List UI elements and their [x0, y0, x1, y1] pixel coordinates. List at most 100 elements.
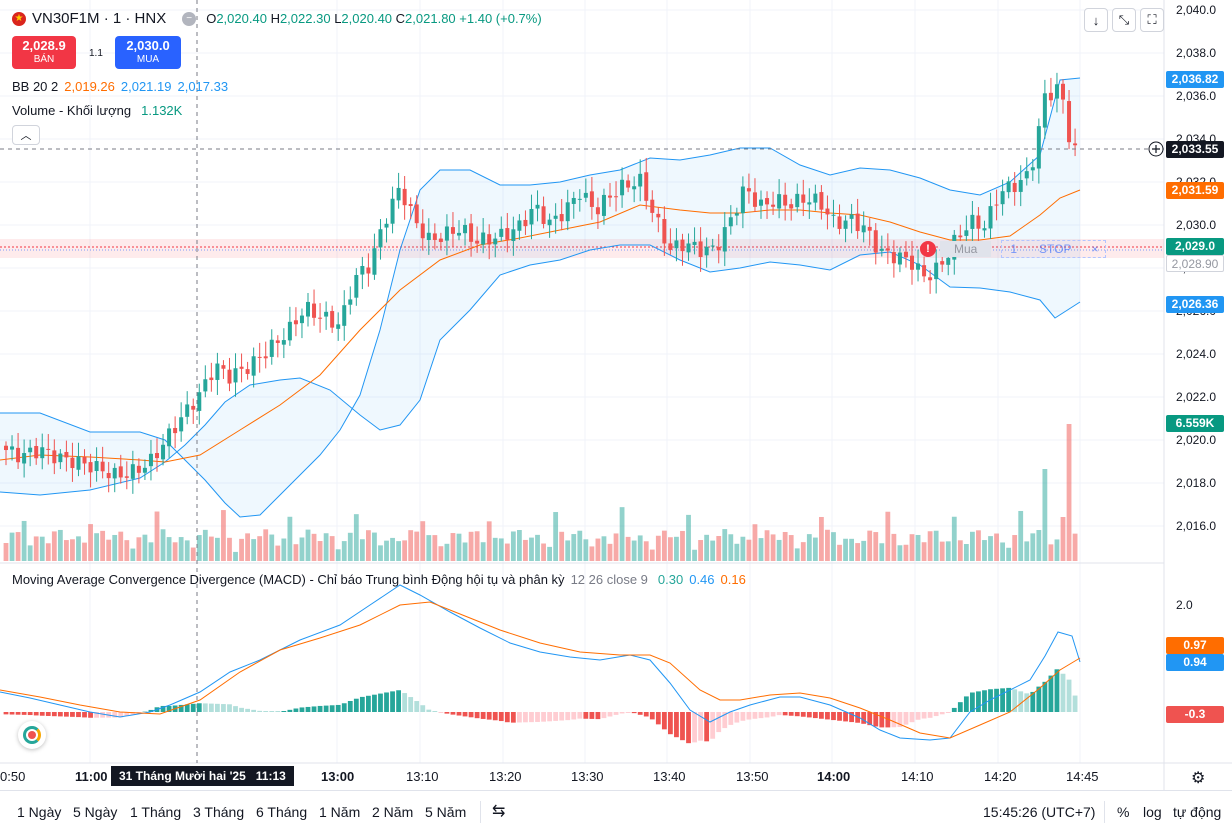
toolbar-divider	[480, 801, 481, 823]
auto-toggle[interactable]: tự động	[1173, 804, 1222, 820]
volume-bar	[879, 543, 885, 561]
candle-body	[934, 262, 939, 280]
candle-body	[487, 234, 492, 245]
percent-toggle[interactable]: %	[1117, 804, 1130, 820]
volume-bar	[1060, 517, 1066, 561]
macd-line	[0, 584, 1081, 741]
macd-hist-bar	[402, 693, 408, 712]
volume-bar	[190, 547, 196, 561]
candle-body	[197, 392, 202, 411]
macd-hist-bar	[408, 697, 414, 712]
range-3m[interactable]: 3 Tháng	[193, 804, 245, 820]
order-line-widget[interactable]: ! Mua 1 STOP ×	[920, 240, 1106, 258]
macd-hist-bar	[776, 712, 782, 716]
candle-body	[946, 257, 951, 265]
order-close-icon[interactable]: ×	[1091, 242, 1099, 256]
time-label: 14:10	[901, 769, 934, 784]
candle-body	[366, 267, 371, 274]
candle-body	[614, 196, 619, 198]
volume-bar	[1000, 542, 1005, 561]
range-1d[interactable]: 1 Ngày	[17, 804, 62, 820]
goto-date-icon[interactable]: ⇆	[492, 803, 506, 820]
range-2y[interactable]: 2 Năm	[372, 804, 414, 820]
candle-body	[650, 199, 655, 213]
macd-hist-bar	[21, 712, 27, 715]
candle-body	[547, 219, 552, 226]
macd-hist-bar	[468, 712, 474, 718]
broker-logo-icon	[23, 726, 41, 744]
range-1m[interactable]: 1 Tháng	[130, 804, 182, 820]
range-1y[interactable]: 1 Năm	[319, 804, 361, 820]
sell-button[interactable]: 2,028.9 BÁN	[12, 36, 76, 69]
time-label: 11:00	[75, 769, 108, 784]
candle-body	[299, 315, 304, 324]
volume-bar	[510, 531, 516, 561]
macd-hist-bar	[746, 712, 752, 720]
range-6m[interactable]: 6 Tháng	[256, 804, 308, 820]
broker-logo[interactable]	[18, 721, 46, 749]
candle-body	[831, 214, 836, 216]
macd-params: 12 26 close 9	[570, 572, 648, 587]
candle-body	[420, 223, 425, 239]
time-label: 13:00	[321, 769, 355, 784]
time-label: 14:00	[817, 769, 851, 784]
candle-body	[88, 462, 93, 473]
volume-legend[interactable]: Volume - Khối lượng 1.132K	[12, 103, 182, 118]
macd-hist-bar	[825, 712, 830, 720]
candle-body	[233, 368, 238, 383]
candle-body	[191, 405, 196, 410]
volume-bar	[45, 543, 51, 561]
clock[interactable]: 15:45:26 (UTC+7)	[983, 804, 1096, 820]
volume-bar	[837, 544, 842, 561]
order-side[interactable]: Mua	[940, 241, 992, 257]
candle-body	[1061, 83, 1065, 100]
macd-hist-bar	[571, 712, 577, 720]
macd-hist-bar	[444, 712, 450, 714]
range-5d[interactable]: 5 Ngày	[73, 804, 118, 820]
candle-body	[505, 228, 510, 240]
order-alert-icon[interactable]: !	[920, 241, 936, 257]
macd-legend[interactable]: Moving Average Convergence Divergence (M…	[12, 572, 746, 587]
volume-bar	[82, 542, 87, 561]
volume-bar	[686, 514, 691, 561]
macd-hist-bar	[384, 692, 389, 712]
arrow-down-icon[interactable]: ↓	[1084, 8, 1108, 32]
volume-bar	[619, 507, 625, 561]
candle-body	[28, 447, 33, 453]
buy-button[interactable]: 2,030.0 MUA	[115, 36, 181, 69]
macd-hist-bar	[118, 712, 124, 718]
bb-legend[interactable]: BB 20 2 2,019.26 2,021.19 2,017.33	[12, 79, 228, 94]
volume-bar	[661, 530, 667, 561]
volume-bar	[535, 534, 540, 561]
macd-line-tag: 0.94	[1166, 654, 1224, 671]
macd-hist-bar	[613, 712, 619, 715]
macd-hist-bar	[897, 712, 903, 728]
volume-bar	[1012, 535, 1018, 561]
macd-hist-bar	[227, 704, 232, 712]
macd-hist-bar	[9, 712, 15, 715]
eye-off-icon[interactable]: −	[182, 11, 197, 26]
volume-bar	[970, 531, 975, 561]
candle-body	[523, 219, 528, 227]
settings-gear-icon[interactable]: ⚙	[1191, 770, 1206, 787]
macd-hist-bar	[800, 712, 806, 717]
price-chart[interactable]	[0, 0, 1232, 790]
order-type[interactable]: STOP	[1039, 242, 1072, 256]
candle-body	[293, 320, 298, 325]
candle-body	[100, 461, 105, 472]
macd-hist-bar	[589, 712, 595, 719]
volume-bar	[698, 540, 703, 561]
order-qty[interactable]: 1	[1010, 242, 1018, 256]
macd-hist-bar	[51, 712, 57, 717]
range-5y[interactable]: 5 Năm	[425, 804, 467, 820]
volume-bar	[257, 536, 263, 561]
collapse-legend-button[interactable]: ︿	[12, 125, 40, 145]
symbol-title[interactable]: VN30F1M · 1 · HNX	[32, 10, 167, 27]
fullscreen-icon[interactable]: ⛶	[1140, 8, 1164, 32]
log-toggle[interactable]: log	[1143, 804, 1162, 820]
macd-hist-bar	[655, 712, 661, 725]
volume-bar	[939, 541, 945, 561]
collapse-icon[interactable]: ⤡	[1112, 8, 1136, 32]
volume-bar	[420, 521, 426, 561]
bb-basis-line	[0, 189, 1081, 463]
